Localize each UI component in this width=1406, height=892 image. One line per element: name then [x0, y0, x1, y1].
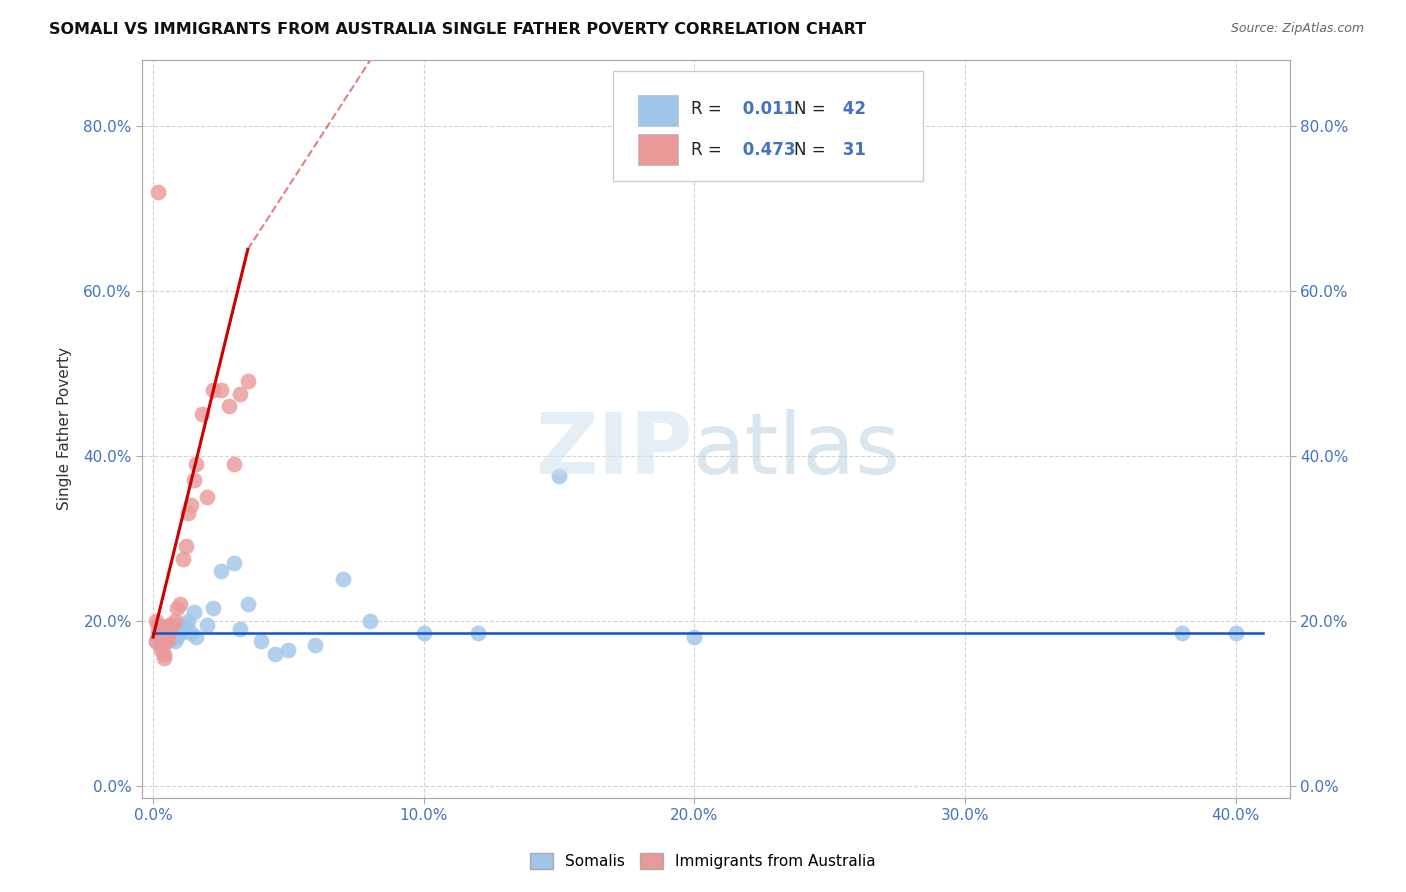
Point	[155, 630, 177, 644]
Point	[218, 399, 240, 413]
Point	[209, 383, 232, 397]
Legend: Somalis, Immigrants from Australia: Somalis, Immigrants from Australia	[524, 847, 882, 875]
Point	[157, 633, 180, 648]
Text: Source: ZipAtlas.com: Source: ZipAtlas.com	[1230, 22, 1364, 36]
Text: atlas: atlas	[693, 409, 901, 492]
Point	[195, 490, 218, 504]
Bar	[638, 95, 678, 126]
Point	[224, 556, 246, 570]
Point	[548, 469, 571, 483]
Point	[180, 626, 202, 640]
Point	[332, 573, 354, 587]
Point	[155, 630, 177, 644]
Point	[250, 634, 273, 648]
Point	[166, 617, 188, 632]
Point	[157, 626, 180, 640]
Point	[153, 634, 176, 648]
Point	[150, 626, 173, 640]
Point	[236, 375, 259, 389]
Text: 0.011: 0.011	[737, 100, 794, 118]
Point	[145, 614, 167, 628]
Text: R =: R =	[690, 100, 721, 118]
Point	[169, 626, 191, 640]
Point	[148, 628, 170, 642]
Point	[172, 551, 194, 566]
Text: R =: R =	[690, 141, 721, 159]
Point	[186, 630, 208, 644]
FancyBboxPatch shape	[613, 70, 922, 181]
Text: N =: N =	[794, 141, 825, 159]
Point	[183, 474, 205, 488]
Point	[150, 642, 173, 657]
Point	[160, 617, 183, 632]
Point	[155, 634, 177, 648]
Point	[683, 630, 706, 644]
Text: 31: 31	[837, 141, 866, 159]
Point	[169, 597, 191, 611]
Point	[180, 498, 202, 512]
Y-axis label: Single Father Poverty: Single Father Poverty	[58, 347, 72, 510]
Text: SOMALI VS IMMIGRANTS FROM AUSTRALIA SINGLE FATHER POVERTY CORRELATION CHART: SOMALI VS IMMIGRANTS FROM AUSTRALIA SING…	[49, 22, 866, 37]
Point	[148, 185, 170, 199]
Point	[277, 642, 299, 657]
Point	[467, 626, 489, 640]
Point	[148, 622, 170, 636]
Point	[177, 507, 200, 521]
Point	[150, 639, 173, 653]
Point	[209, 564, 232, 578]
Point	[157, 617, 180, 632]
Point	[153, 650, 176, 665]
Point	[228, 622, 250, 636]
Bar	[638, 134, 678, 165]
Point	[201, 383, 224, 397]
Point	[304, 639, 326, 653]
Point	[163, 626, 186, 640]
Point	[201, 601, 224, 615]
Point	[174, 617, 197, 632]
Point	[224, 457, 246, 471]
Point	[190, 408, 212, 422]
Point	[1225, 626, 1247, 640]
Point	[359, 614, 381, 628]
Point	[157, 628, 180, 642]
Point	[163, 634, 186, 648]
Point	[195, 617, 218, 632]
Point	[155, 624, 177, 638]
Point	[412, 626, 434, 640]
Point	[160, 631, 183, 645]
Point	[160, 620, 183, 634]
Point	[1170, 626, 1192, 640]
Text: 42: 42	[837, 100, 866, 118]
Text: 0.473: 0.473	[737, 141, 796, 159]
Point	[177, 614, 200, 628]
Point	[145, 634, 167, 648]
Point	[183, 606, 205, 620]
Point	[263, 647, 285, 661]
Point	[186, 457, 208, 471]
Text: N =: N =	[794, 100, 825, 118]
Point	[153, 647, 176, 661]
Point	[166, 601, 188, 615]
Point	[153, 620, 176, 634]
Point	[172, 622, 194, 636]
Point	[150, 632, 173, 646]
Point	[228, 386, 250, 401]
Point	[148, 617, 170, 632]
Point	[148, 626, 170, 640]
Point	[145, 634, 167, 648]
Point	[163, 614, 186, 628]
Text: ZIP: ZIP	[536, 409, 693, 492]
Point	[174, 540, 197, 554]
Point	[236, 597, 259, 611]
Point	[166, 630, 188, 644]
